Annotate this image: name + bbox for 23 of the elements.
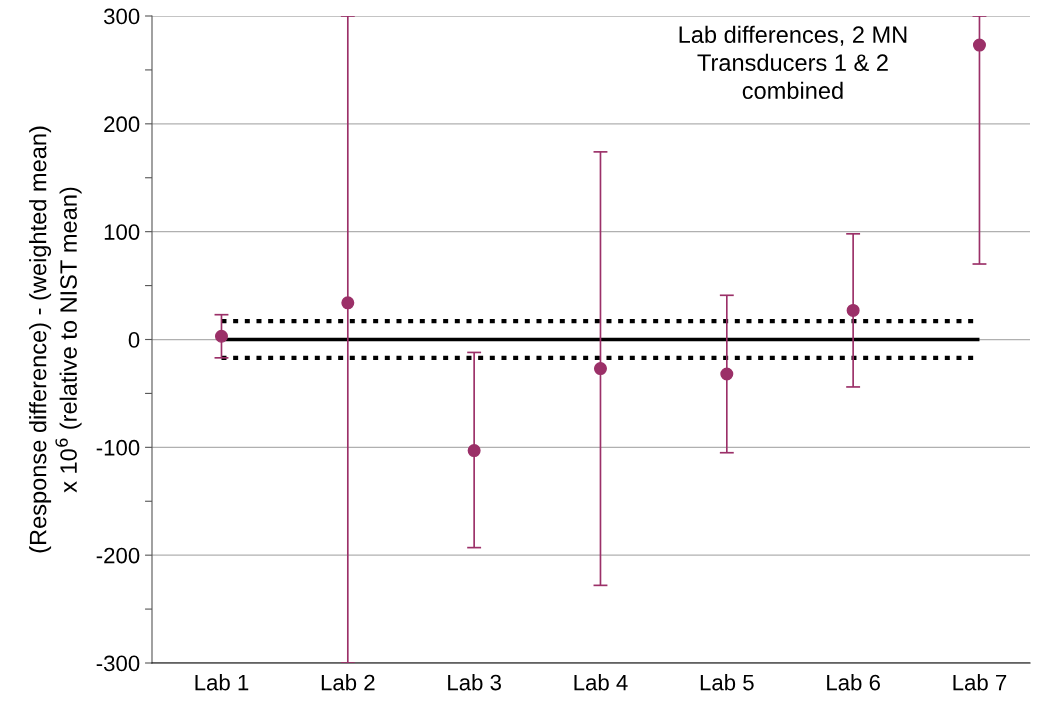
text: Lab differences, 2 MN Transducers 1 & 2 combined [679, 25, 907, 100]
point [846, 303, 860, 317]
point [720, 367, 734, 381]
y-tick-label: 0 [128, 332, 140, 348]
y-tick-label: -100 [96, 439, 140, 456]
y-axis-title: (Response difference) - (weighted mean) x 10$^{6}$ (relative to NIST mean) [29, 126, 82, 553]
point [214, 329, 228, 343]
y-tick-label: 300 [103, 8, 140, 25]
y-tick-label: 100 [104, 224, 140, 240]
y-tick-label: -300 [96, 655, 140, 672]
x-tick-label: Lab 7 [953, 674, 1007, 691]
x-tick-label: Lab 5 [700, 674, 754, 691]
point [467, 444, 481, 458]
point [972, 38, 986, 52]
x-tick-label: Lab 2 [321, 674, 375, 691]
x-tick-label: Lab 6 [827, 674, 880, 691]
y-tick-label: -200 [96, 547, 140, 564]
x-tick-label: Lab 1 [195, 674, 249, 691]
y-tick-label: 200 [104, 116, 140, 133]
x-tick-label: Lab 4 [574, 674, 628, 691]
x-tick-label: Lab 3 [448, 674, 501, 691]
point [341, 296, 355, 310]
point [593, 362, 607, 376]
